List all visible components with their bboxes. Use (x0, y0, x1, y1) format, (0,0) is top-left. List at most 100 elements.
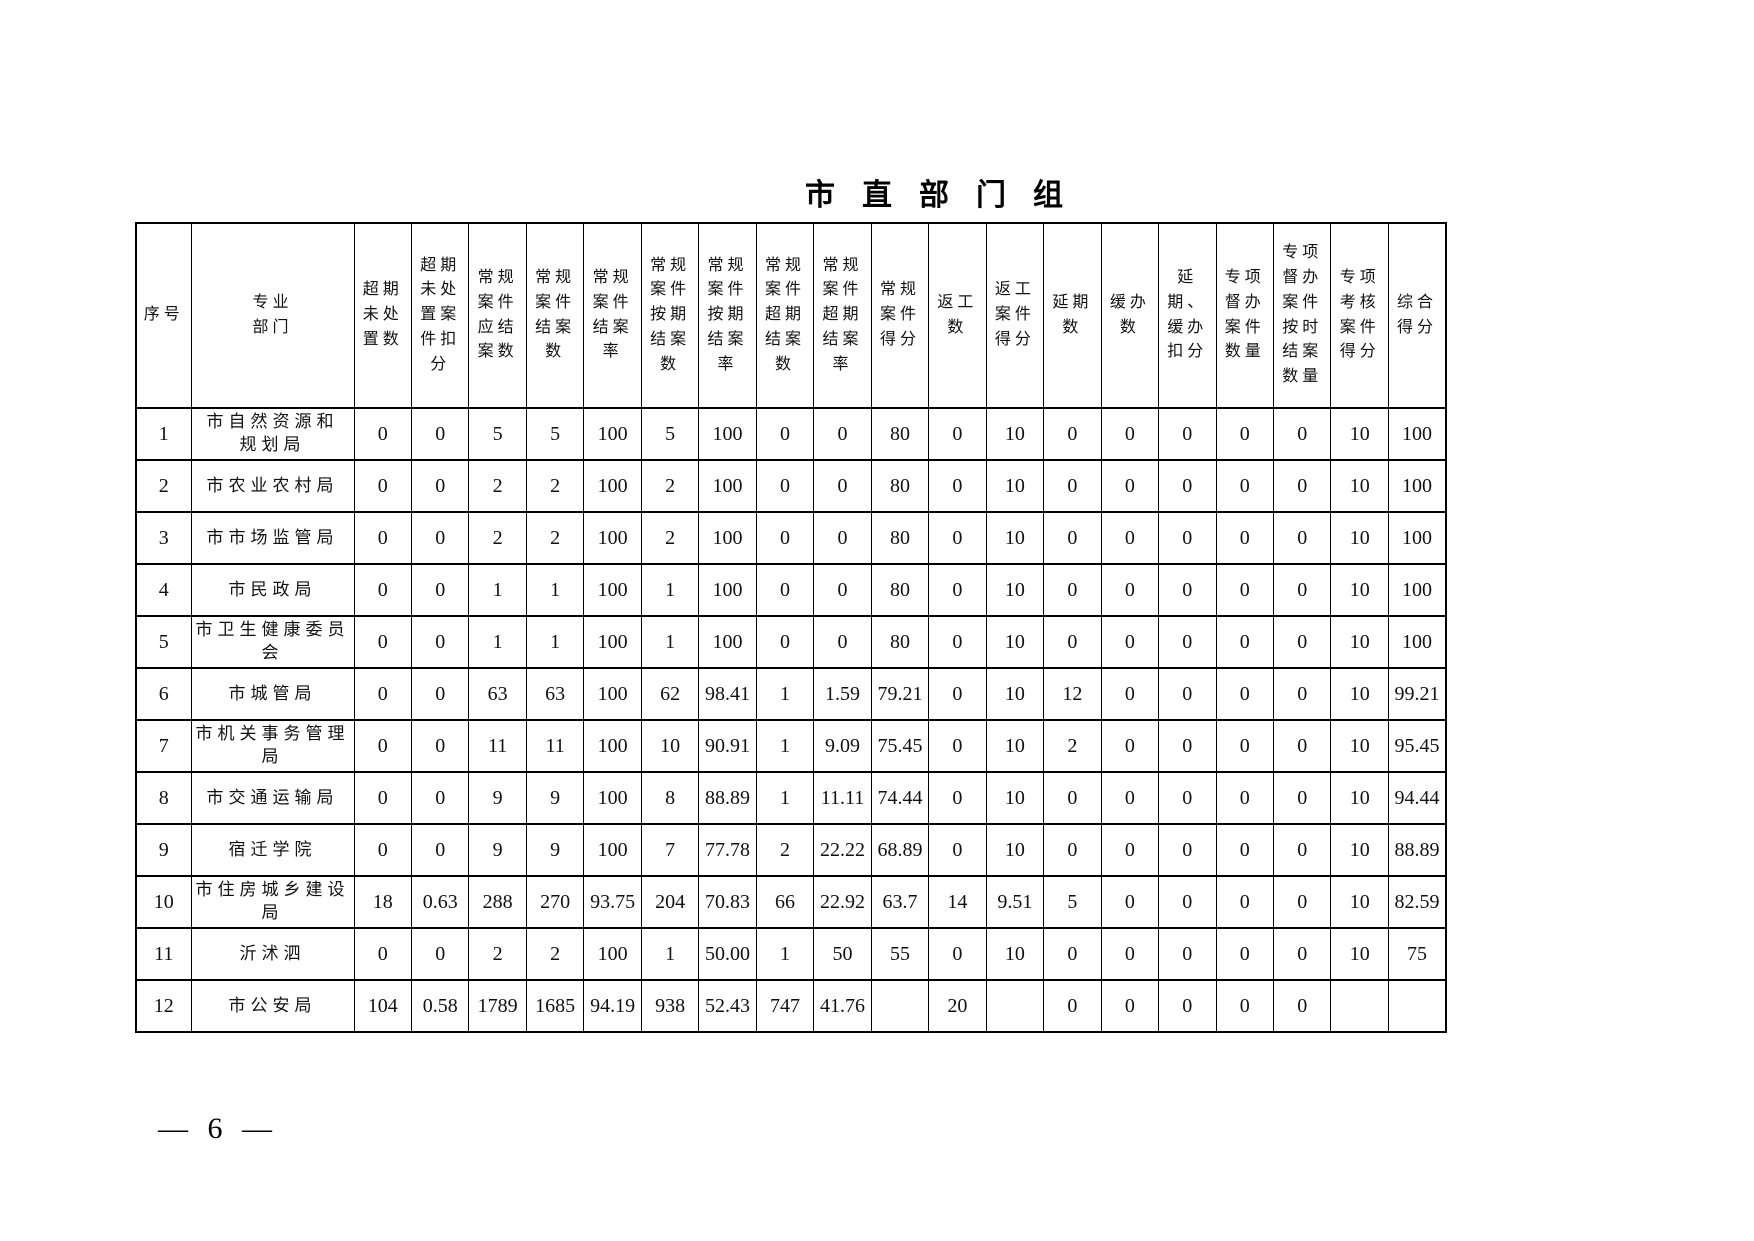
header-cell: 缓办 数 (1100, 222, 1160, 409)
serial-cell: 4 (135, 563, 192, 617)
value-cell: 2 (468, 459, 527, 513)
table-row: 9 宿迁学院 0 0 9 9 100 7 77.78 2 22.22 68.89 0 10 0 0 0 0 0 10 8… (135, 823, 1447, 877)
value-cell: 80 (870, 407, 930, 461)
value-cell: 9 (525, 771, 585, 825)
value-cell: 0 (1043, 823, 1102, 877)
score-table-body: 1 市自然资源和 规划局 0 0 5 5 100 5 100 0 0 80 0 10 0 0 0 0 0 10 100 2… (135, 407, 1447, 1033)
value-cell: 0 (1043, 459, 1102, 513)
value-cell: 0 (1158, 511, 1217, 565)
value-cell: 0 (928, 459, 987, 513)
value-cell: 0 (813, 511, 872, 565)
value-cell: 1 (525, 563, 585, 617)
value-cell: 0 (1100, 407, 1160, 461)
value-cell: 0 (1215, 667, 1275, 721)
value-cell: 55 (870, 927, 930, 981)
value-cell: 0 (1158, 875, 1217, 929)
value-cell: 270 (525, 875, 585, 929)
value-cell: 100 (583, 823, 642, 877)
value-cell: 11 (525, 719, 585, 773)
value-cell: 0 (813, 615, 872, 669)
value-cell: 12 (1043, 667, 1102, 721)
page-number: — 6 — (158, 1112, 278, 1145)
value-cell: 18 (353, 875, 412, 929)
value-cell: 0 (410, 927, 470, 981)
value-cell: 100 (583, 927, 642, 981)
value-cell: 1 (755, 719, 815, 773)
value-cell: 9 (468, 771, 527, 825)
value-cell: 10 (985, 771, 1045, 825)
value-cell: 75.45 (870, 719, 930, 773)
value-cell: 0 (1043, 615, 1102, 669)
serial-cell: 1 (135, 407, 192, 461)
value-cell: 98.41 (698, 667, 757, 721)
header-cell: 常规 案件 超期 结案 率 (813, 222, 872, 409)
value-cell: 10 (985, 511, 1045, 565)
value-cell: 9 (468, 823, 527, 877)
value-cell: 0 (1215, 563, 1275, 617)
value-cell: 0 (928, 407, 987, 461)
table-row: 4 市民政局 0 0 1 1 100 1 100 0 0 80 0 10 0 0 0 0 0 10 100 (135, 563, 1447, 617)
table-row: 11 沂沭泗 0 0 2 2 100 1 50.00 1 50 55 0 10 0 0 0 0 0 10 75 (135, 927, 1447, 981)
value-cell: 100 (583, 719, 642, 773)
value-cell: 0 (1215, 979, 1275, 1033)
value-cell: 22.92 (813, 875, 872, 929)
serial-cell: 5 (135, 615, 192, 669)
value-cell: 2 (755, 823, 815, 877)
value-cell (985, 979, 1045, 1033)
value-cell: 0 (1100, 511, 1160, 565)
header-cell: 综合 得分 (1387, 222, 1447, 409)
value-cell: 0 (1272, 875, 1332, 929)
value-cell: 80 (870, 615, 930, 669)
serial-cell: 11 (135, 927, 192, 981)
value-cell: 2 (525, 927, 585, 981)
value-cell: 2 (468, 927, 527, 981)
value-cell: 0 (928, 667, 987, 721)
header-cell: 专项 督办 案件 数量 (1215, 222, 1275, 409)
value-cell: 0 (1272, 719, 1332, 773)
value-cell: 11 (468, 719, 527, 773)
value-cell: 0 (410, 407, 470, 461)
value-cell: 10 (1330, 771, 1389, 825)
value-cell: 0 (1158, 563, 1217, 617)
table-row: 10 市住房城乡建设局 18 0.63 288 270 93.75 204 70.83 66 22.… (135, 875, 1447, 929)
value-cell: 0 (1158, 927, 1217, 981)
value-cell: 100 (583, 511, 642, 565)
value-cell: 10 (985, 459, 1045, 513)
value-cell: 1 (525, 615, 585, 669)
serial-cell: 2 (135, 459, 192, 513)
table-row: 3 市市场监管局 0 0 2 2 100 2 100 0 0 80 0 10 0 0 0 0 0 10 100 (135, 511, 1447, 565)
table-row: 7 市机关事务管理局 0 0 11 11 100 10 90.91 1 9.09 75.45 0 10 2 0… (135, 719, 1447, 773)
value-cell: 0 (1158, 823, 1217, 877)
value-cell: 0 (1215, 459, 1275, 513)
value-cell: 10 (985, 719, 1045, 773)
value-cell: 10 (1330, 719, 1389, 773)
value-cell: 63 (468, 667, 527, 721)
serial-cell: 6 (135, 667, 192, 721)
value-cell: 0 (353, 771, 412, 825)
value-cell: 0 (1100, 979, 1160, 1033)
value-cell: 0 (410, 771, 470, 825)
value-cell: 100 (1387, 615, 1447, 669)
value-cell: 0 (353, 459, 412, 513)
serial-cell: 8 (135, 771, 192, 825)
value-cell: 9.51 (985, 875, 1045, 929)
header-cell: 常规 案件 超期 结案 数 (755, 222, 815, 409)
value-cell: 0 (353, 823, 412, 877)
value-cell: 0 (813, 407, 872, 461)
value-cell: 0 (353, 719, 412, 773)
header-cell: 超期 未处 置案 件扣 分 (410, 222, 470, 409)
department-cell: 宿迁学院 (190, 823, 355, 877)
value-cell: 7 (640, 823, 700, 877)
value-cell: 0 (1272, 667, 1332, 721)
value-cell: 0 (1215, 823, 1275, 877)
value-cell: 1 (640, 563, 700, 617)
department-cell: 市住房城乡建设局 (190, 875, 355, 929)
value-cell: 1 (468, 563, 527, 617)
value-cell: 0 (410, 667, 470, 721)
table-row: 5 市卫生健康委员会 0 0 1 1 100 1 100 0 0 80 0 10 0 0 0 0 0 10 100 (135, 615, 1447, 669)
value-cell: 11.11 (813, 771, 872, 825)
value-cell: 0 (410, 719, 470, 773)
value-cell: 0 (1100, 823, 1160, 877)
value-cell: 88.89 (698, 771, 757, 825)
